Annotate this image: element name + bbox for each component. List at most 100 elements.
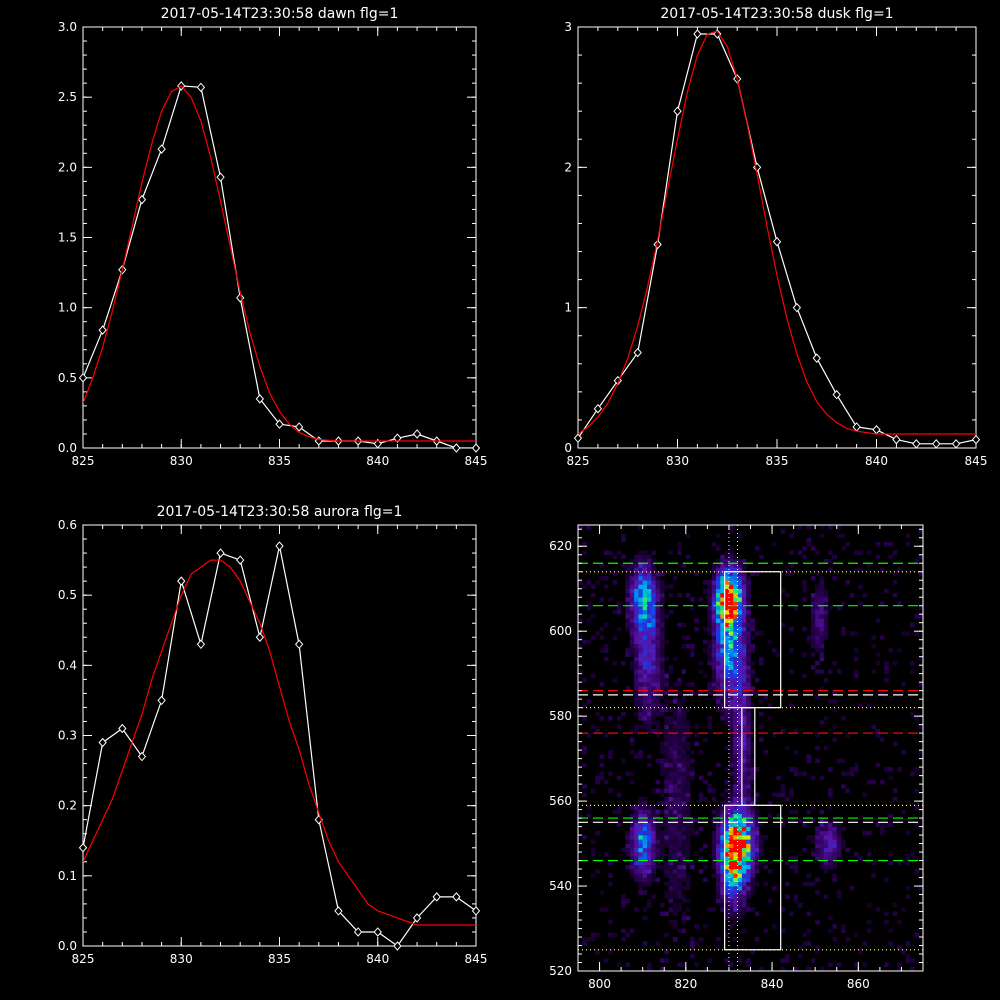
heatmap-cell — [659, 580, 665, 585]
heatmap-cell — [642, 881, 648, 887]
heatmap-cell — [854, 767, 859, 772]
y-tick-label: 560 — [549, 794, 572, 808]
heatmap-cell — [647, 631, 652, 636]
heatmap-cell — [733, 869, 738, 874]
heatmap-cell — [815, 843, 820, 849]
heatmap-cell — [724, 907, 730, 912]
heatmap-cell — [810, 597, 816, 602]
heatmap-cell — [728, 852, 734, 857]
heatmap-cell — [681, 869, 687, 874]
heatmap-cell — [737, 784, 743, 789]
heatmap-cell — [651, 720, 656, 725]
heatmap-cell — [651, 576, 656, 581]
heatmap-cell — [746, 869, 751, 874]
data-point — [373, 439, 382, 449]
heatmap-cell — [832, 847, 837, 853]
heatmap-cell — [716, 830, 721, 836]
heatmap-cell — [828, 788, 833, 793]
heatmap-cell — [711, 677, 717, 683]
heatmap-cell — [711, 542, 717, 547]
heatmap-cell — [651, 818, 656, 823]
heatmap-cell — [703, 673, 708, 679]
heatmap-cell — [746, 690, 751, 696]
heatmap-cell — [733, 690, 738, 696]
heatmap-cell — [741, 894, 747, 899]
heatmap-cell — [716, 847, 721, 853]
heatmap-cell — [603, 550, 609, 555]
heatmap-cell — [655, 605, 661, 611]
heatmap-cell — [815, 588, 820, 594]
heatmap-cell — [728, 856, 734, 861]
heatmap-cell — [672, 801, 678, 806]
heatmap-cell — [659, 822, 665, 827]
heatmap-cell — [720, 881, 725, 887]
heatmap-cell — [728, 626, 734, 632]
heatmap-cell — [823, 626, 829, 632]
heatmap-cell — [728, 843, 734, 849]
heatmap-cell — [750, 724, 756, 730]
heatmap-cell — [724, 626, 730, 632]
heatmap-cell — [884, 669, 889, 674]
heatmap-cell — [741, 643, 747, 649]
heatmap-cell — [638, 665, 643, 670]
heatmap-cell — [741, 771, 747, 776]
heatmap-cell — [668, 775, 674, 781]
heatmap-cell — [659, 690, 665, 696]
heatmap-cell — [724, 805, 730, 810]
heatmap-cell — [685, 593, 691, 598]
heatmap-cell — [634, 614, 639, 619]
heatmap-cell — [629, 847, 635, 853]
heatmap-cell — [888, 767, 894, 772]
heatmap-cell — [741, 911, 747, 916]
heatmap-cell — [642, 626, 648, 632]
heatmap-cell — [810, 881, 816, 887]
heatmap-cell — [733, 873, 738, 878]
heatmap-cell — [647, 665, 652, 670]
heatmap-cell — [672, 852, 678, 857]
heatmap-cell — [608, 881, 613, 887]
heatmap-cell — [638, 707, 643, 713]
heatmap-cell — [720, 673, 725, 679]
heatmap-cell — [664, 690, 669, 696]
heatmap-cell — [819, 533, 825, 538]
heatmap-cell — [741, 724, 747, 730]
heatmap-cell — [884, 920, 889, 925]
heatmap-cell — [647, 614, 652, 619]
heatmap-cell — [668, 826, 674, 832]
heatmap-cell — [797, 525, 803, 530]
heatmap-cell — [595, 728, 600, 734]
heatmap-cell — [737, 733, 743, 738]
heatmap-cell — [733, 805, 738, 810]
heatmap-cell — [698, 775, 704, 781]
heatmap-cell — [733, 660, 738, 666]
heatmap-cell — [647, 588, 652, 594]
heatmap-cell — [677, 767, 682, 772]
heatmap-cell — [728, 903, 734, 908]
heatmap-cell — [599, 576, 605, 581]
heatmap-cell — [642, 588, 648, 594]
heatmap-cell — [724, 605, 730, 611]
heatmap-cell — [832, 860, 837, 866]
heatmap-cell — [845, 580, 850, 585]
heatmap-cell — [590, 937, 596, 942]
heatmap-cell — [655, 699, 661, 704]
heatmap-cell — [668, 550, 674, 555]
heatmap-cell — [728, 835, 734, 840]
heatmap-cell — [707, 584, 712, 589]
heatmap-cell — [746, 750, 751, 755]
heatmap-cell — [750, 801, 756, 806]
heatmap-cell — [685, 818, 691, 823]
heatmap-cell — [625, 852, 630, 857]
heatmap-cell — [793, 869, 799, 874]
heatmap-cell — [832, 707, 837, 713]
heatmap-cell — [681, 843, 687, 849]
heatmap-cell — [659, 903, 665, 908]
heatmap-cell — [651, 563, 656, 568]
heatmap-cell — [733, 622, 738, 628]
heatmap-cell — [647, 898, 652, 904]
heatmap-cell — [629, 822, 635, 827]
heatmap-cell — [724, 648, 730, 653]
heatmap-cell — [815, 920, 820, 925]
heatmap-cell — [754, 631, 760, 636]
heatmap-cell — [672, 754, 678, 759]
